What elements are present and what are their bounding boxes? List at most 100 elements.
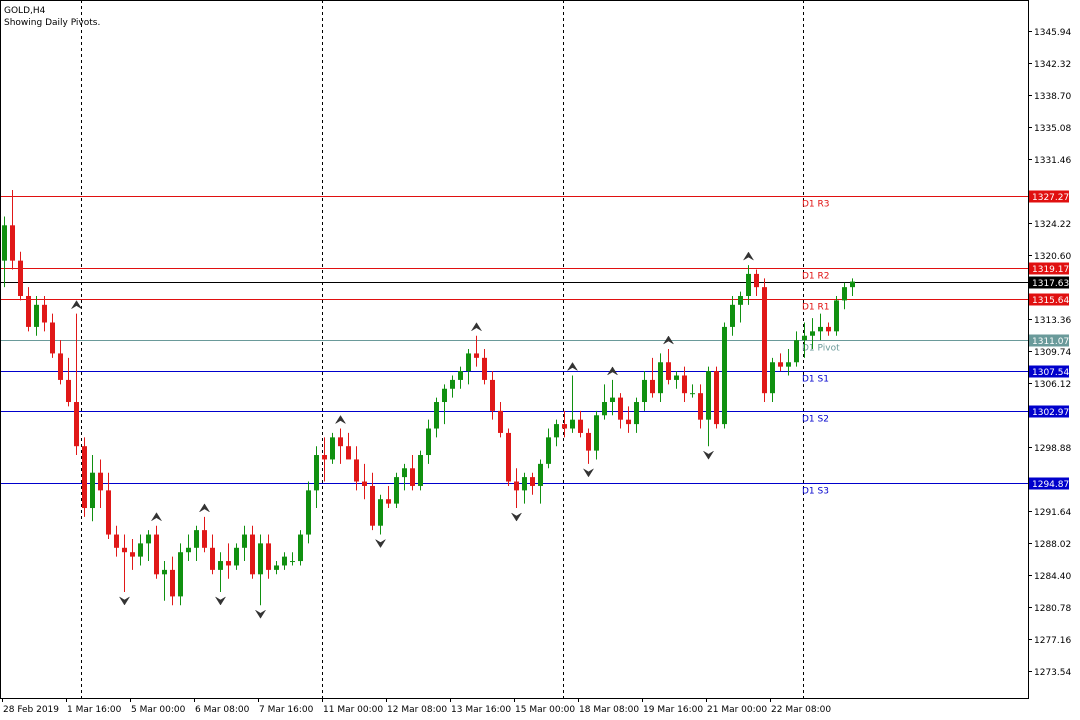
day-separators xyxy=(81,0,804,698)
time-tick-label: 18 Mar 08:00 xyxy=(579,705,639,715)
time-tick-label: 21 Mar 00:00 xyxy=(707,705,767,715)
candle-bull xyxy=(554,424,559,438)
fractal-up-arrow xyxy=(607,366,618,376)
candle-bear xyxy=(338,437,343,447)
time-tick-label: 11 Mar 00:00 xyxy=(323,705,383,715)
candle-bull xyxy=(2,225,7,261)
candle-bear xyxy=(74,402,79,447)
candle-bull xyxy=(658,362,663,394)
candle-bear xyxy=(266,543,271,570)
candle-bear xyxy=(106,490,111,535)
candle-bear xyxy=(26,295,31,327)
candle-bull xyxy=(186,547,191,553)
fractal-down-arrow xyxy=(375,539,386,549)
price-ticks: 1345.94 1342.32 1338.70 1335.08 1331.46 1324.… xyxy=(1028,28,1071,678)
time-tick-label: 19 Mar 16:00 xyxy=(643,705,703,715)
candle-bear xyxy=(210,547,215,570)
price-tick-label: 1345.94 xyxy=(1034,28,1071,38)
price-tick-label: 1331.46 xyxy=(1034,156,1071,166)
price-tick-label: 1309.74 xyxy=(1034,348,1071,358)
fractal-arrows xyxy=(71,251,754,619)
candle-bear xyxy=(666,362,671,380)
candle-bull xyxy=(610,397,615,403)
candle-bull xyxy=(722,326,727,425)
time-tick-label: 6 Mar 08:00 xyxy=(195,705,250,715)
candle-bull xyxy=(426,428,431,456)
candle-bull xyxy=(178,552,183,597)
candle-bull xyxy=(458,371,463,380)
pivot-price-tag xyxy=(1029,262,1069,275)
pivot-price-tag xyxy=(1029,293,1069,306)
candle-bull xyxy=(570,419,575,429)
candle-bear xyxy=(66,379,71,403)
fractal-down-arrow xyxy=(215,596,226,606)
price-tick-label: 1277.16 xyxy=(1034,636,1071,646)
candle-bear xyxy=(98,472,103,491)
candle-bear xyxy=(586,432,591,451)
candle-bear xyxy=(202,530,207,548)
candle-bear xyxy=(82,446,87,509)
price-tick-label: 1280.78 xyxy=(1034,604,1071,614)
current-price-tag xyxy=(1029,276,1069,289)
candle-bull xyxy=(818,326,823,332)
candle-bull xyxy=(634,402,639,425)
candle-bear xyxy=(482,357,487,380)
price-tick-label: 1320.60 xyxy=(1034,252,1071,262)
candle-bull xyxy=(538,463,543,486)
fractal-down-arrow xyxy=(255,610,266,619)
candle-bear xyxy=(410,468,415,486)
candle-bull xyxy=(802,335,807,341)
candle-bear xyxy=(762,287,767,394)
candle-bear xyxy=(170,569,175,597)
candle-bear xyxy=(626,419,631,425)
time-tick-label: 1 Mar 16:00 xyxy=(67,705,122,715)
candle-bear xyxy=(370,485,375,526)
candle-bear xyxy=(322,455,327,460)
symbol-label: GOLD,H4 xyxy=(4,6,46,16)
candle-bull xyxy=(690,393,695,395)
candle-bear xyxy=(514,481,519,491)
pivot-price-value: 1302.97 xyxy=(1032,408,1069,418)
candle-bear xyxy=(618,397,623,420)
candle-bull xyxy=(394,477,399,504)
candle-bull xyxy=(786,362,791,367)
candle-bear xyxy=(778,362,783,367)
candle-bull xyxy=(706,371,711,420)
candle-bull xyxy=(850,281,855,288)
candle-bull xyxy=(594,415,599,451)
candle-bull xyxy=(194,530,199,548)
candle-bull xyxy=(842,287,847,301)
candle-bear xyxy=(754,273,759,288)
candle-bull xyxy=(546,437,551,464)
price-tick-label: 1342.32 xyxy=(1034,60,1071,70)
candle-bull xyxy=(298,534,303,562)
pivot-price-tag xyxy=(1029,334,1069,347)
fractal-up-arrow xyxy=(471,322,482,331)
candle-bear xyxy=(474,353,479,358)
candle-bull xyxy=(418,455,423,486)
current-price-value: 1317.63 xyxy=(1032,279,1069,289)
candle-bear xyxy=(650,379,655,394)
candle-bear xyxy=(578,419,583,433)
price-tick-label: 1273.54 xyxy=(1034,668,1071,678)
candle-bull xyxy=(34,304,39,327)
candle-bull xyxy=(274,565,279,570)
price-tick-label: 1284.40 xyxy=(1034,572,1071,582)
candle-bear xyxy=(506,432,511,482)
time-tick-label: 28 Feb 2019 xyxy=(3,705,59,715)
candle-bull xyxy=(162,569,167,575)
candle-bear xyxy=(50,322,55,354)
price-tick-label: 1288.02 xyxy=(1034,540,1071,550)
pivot-label: D1 S1 xyxy=(802,375,829,385)
candle-bear xyxy=(226,561,231,566)
candle-bull xyxy=(218,561,223,570)
pivot-price-tag xyxy=(1029,477,1069,490)
candle-bull xyxy=(746,273,751,296)
pivot-price-value: 1307.54 xyxy=(1032,368,1069,378)
candle-bull xyxy=(258,543,263,575)
candle-bull xyxy=(290,561,295,563)
price-tick-label: 1306.12 xyxy=(1034,380,1071,390)
pivot-price-value: 1315.64 xyxy=(1032,296,1069,306)
pivot-price-value: 1294.87 xyxy=(1032,480,1069,490)
